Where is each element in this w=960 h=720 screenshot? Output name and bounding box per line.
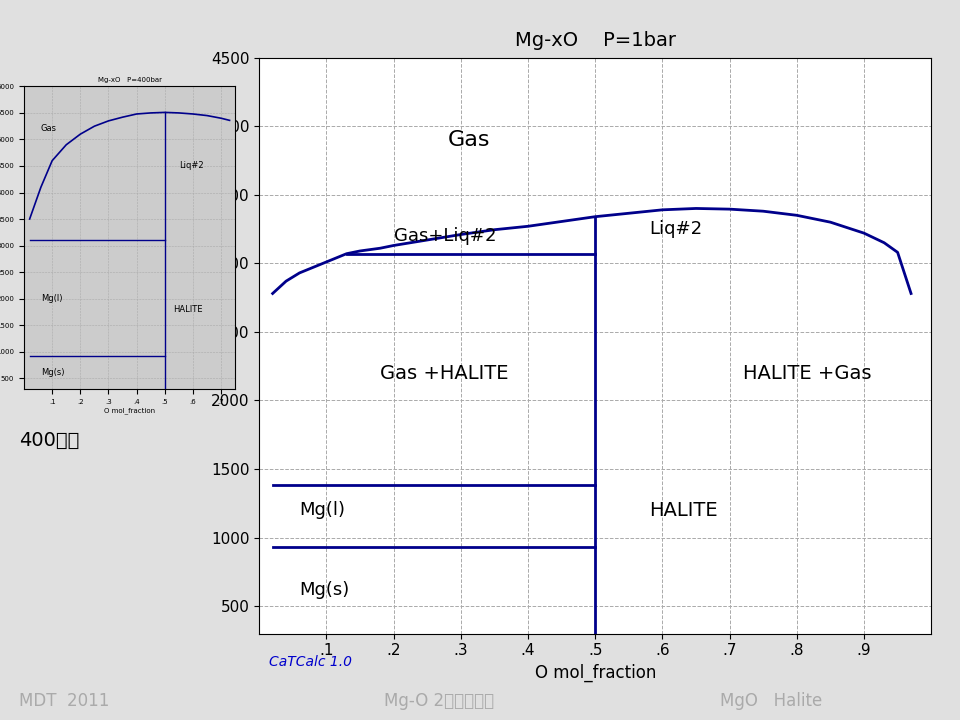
Text: Mg(l): Mg(l) xyxy=(41,294,62,303)
X-axis label: O mol_fraction: O mol_fraction xyxy=(535,664,656,682)
Text: Liq#2: Liq#2 xyxy=(649,220,702,238)
Text: Mg(s): Mg(s) xyxy=(41,369,64,377)
Text: HALITE: HALITE xyxy=(649,500,717,520)
Text: Gas+Liq#2: Gas+Liq#2 xyxy=(394,227,496,245)
Text: MgO   Halite: MgO Halite xyxy=(720,692,823,710)
Text: Mg-O 2元系状態図: Mg-O 2元系状態図 xyxy=(384,692,494,710)
Title: Mg-xO    P=1bar: Mg-xO P=1bar xyxy=(515,32,676,50)
Text: 400気圧: 400気圧 xyxy=(19,431,80,451)
X-axis label: O mol_fraction: O mol_fraction xyxy=(104,408,156,414)
Text: Gas: Gas xyxy=(447,130,490,150)
Text: HALITE: HALITE xyxy=(173,305,203,314)
Title: Mg-xO   P=400bar: Mg-xO P=400bar xyxy=(98,77,161,84)
Y-axis label: T /K: T /K xyxy=(187,330,205,361)
Text: CaTCalc 1.0: CaTCalc 1.0 xyxy=(269,655,351,669)
Text: Liq#2: Liq#2 xyxy=(179,161,204,171)
Text: Mg(l): Mg(l) xyxy=(300,501,346,519)
Text: Gas +HALITE: Gas +HALITE xyxy=(380,364,509,382)
Text: HALITE +Gas: HALITE +Gas xyxy=(743,364,872,382)
Text: MDT  2011: MDT 2011 xyxy=(19,692,109,710)
Text: Gas: Gas xyxy=(41,125,57,133)
Text: Mg(s): Mg(s) xyxy=(300,581,349,599)
